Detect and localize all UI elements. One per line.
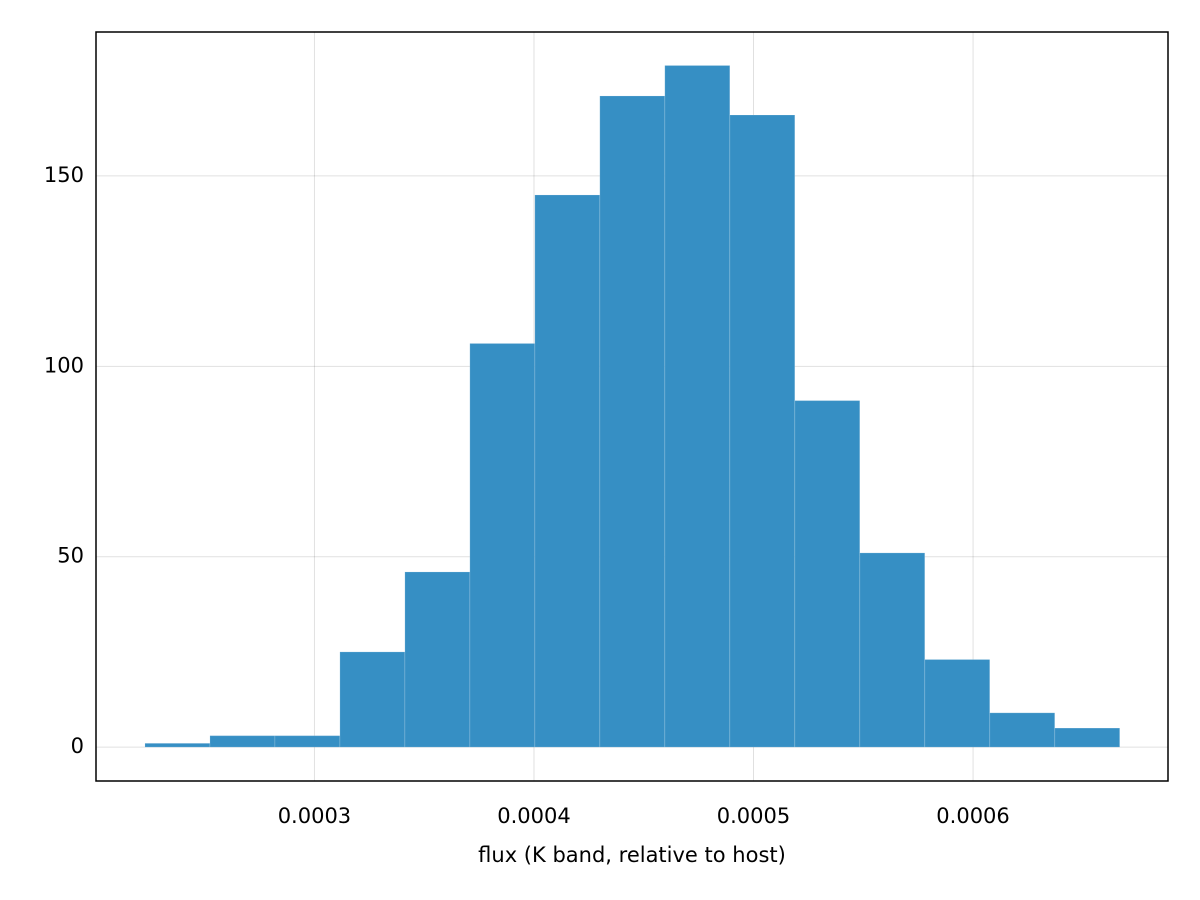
bar <box>144 742 211 748</box>
bar <box>599 95 666 748</box>
bar <box>664 65 731 748</box>
x-tick-label: 0.0006 <box>936 804 1009 828</box>
x-axis-label: flux (K band, relative to host) <box>478 843 786 867</box>
bar <box>859 552 926 748</box>
bar <box>1054 727 1121 748</box>
bar <box>469 342 536 748</box>
bar <box>339 651 406 748</box>
bar <box>794 400 861 748</box>
bar <box>989 712 1056 748</box>
bar <box>209 735 276 748</box>
x-tick-label: 0.0004 <box>497 804 570 828</box>
x-tick-label: 0.0005 <box>717 804 790 828</box>
bar <box>534 194 601 748</box>
y-tick-label: 0 <box>71 734 84 758</box>
bar <box>924 659 991 748</box>
plot-frame <box>95 31 1169 782</box>
y-tick-label: 150 <box>44 163 84 187</box>
x-tick-label: 0.0003 <box>278 804 351 828</box>
bar <box>729 114 796 748</box>
y-tick-label: 100 <box>44 353 84 377</box>
bar <box>274 735 341 748</box>
y-tick-label: 50 <box>57 544 84 568</box>
bar <box>404 571 471 748</box>
